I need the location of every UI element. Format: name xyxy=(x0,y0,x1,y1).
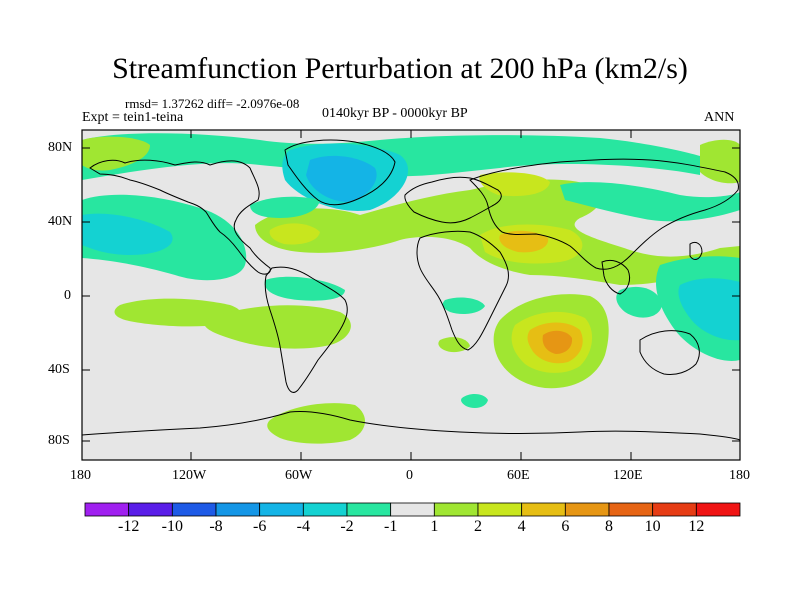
region-atlantic-trough xyxy=(250,196,320,218)
region-arabia-ridge xyxy=(499,230,549,253)
y-tick-40n: 40N xyxy=(48,214,73,229)
colorbar-swatch xyxy=(477,502,523,517)
colorbar-label: 12 xyxy=(688,518,705,535)
colorbar-label: 4 xyxy=(517,518,526,535)
colorbar-label: -8 xyxy=(209,518,223,535)
y-tick-0: 0 xyxy=(64,288,71,303)
greenland-outline xyxy=(284,139,396,206)
colorbar-swatch xyxy=(433,502,479,517)
colorbar-label: -2 xyxy=(340,518,354,535)
colorbar-swatch xyxy=(564,502,610,517)
asia-outline xyxy=(469,158,739,270)
region-greenland-core xyxy=(306,155,377,202)
region-brazil-negative xyxy=(264,276,345,301)
experiment-label: Expt = tein1-teina xyxy=(82,110,184,125)
colorbar-label: -4 xyxy=(296,518,310,535)
colorbar-swatch xyxy=(302,502,348,517)
x-tick-120e: 120E xyxy=(613,468,643,483)
japan-outline xyxy=(689,241,703,260)
colorbar-label: -12 xyxy=(117,518,140,535)
region-alaska-positive xyxy=(82,136,150,171)
coastlines xyxy=(82,139,740,441)
colorbar-swatch xyxy=(259,502,304,517)
colorbar-label: 2 xyxy=(474,518,482,535)
region-south-africa-positive xyxy=(438,337,470,353)
y-tick-40s: 40S xyxy=(48,362,70,377)
region-southern-ocean-negative xyxy=(461,394,488,408)
australia-outline xyxy=(639,330,700,375)
region-maritime-negative xyxy=(616,286,662,318)
period-label: 0140kyr BP - 0000kyr BP xyxy=(322,106,468,121)
colorbar-swatch xyxy=(521,502,566,517)
north-america-outline xyxy=(89,159,271,275)
southeast-asia-outline xyxy=(601,259,631,295)
region-siberia-negative xyxy=(560,182,740,222)
region-wpacific-core xyxy=(678,278,740,341)
region-pacific-north-positive xyxy=(700,139,740,184)
region-europe-ridge xyxy=(479,172,550,197)
colorbar-swatch xyxy=(171,502,217,517)
x-tick-180w: 180 xyxy=(70,468,91,483)
colorbar-swatch xyxy=(346,502,392,517)
x-tick-60e: 60E xyxy=(507,468,530,483)
colorbar-swatch xyxy=(84,502,130,517)
colorbar-label: 1 xyxy=(430,518,439,535)
y-tick-80n: 80N xyxy=(48,140,73,155)
colorbar-label: 10 xyxy=(644,518,661,535)
colorbar-swatch xyxy=(608,502,654,517)
africa-outline xyxy=(416,230,509,351)
south-america-outline xyxy=(264,266,348,393)
x-tick-180e: 180 xyxy=(729,468,750,483)
season-label: ANN xyxy=(704,110,735,125)
stats-label: rmsd= 1.37262 diff= -2.0976e-08 xyxy=(125,96,300,111)
region-atlantic-ridge xyxy=(269,223,320,245)
x-tick-0: 0 xyxy=(406,468,413,483)
x-tick-60w: 60W xyxy=(285,468,313,483)
colorbar-label: 6 xyxy=(561,518,570,535)
colorbar-label: -1 xyxy=(383,518,398,535)
region-weddell-positive xyxy=(267,403,366,444)
antarctica-outline xyxy=(82,411,740,441)
colorbar-swatch xyxy=(128,502,173,517)
region-npacific-core xyxy=(82,213,173,255)
x-tick-120w: 120W xyxy=(172,468,207,483)
region-south-america-positive xyxy=(204,305,351,349)
plot-title: Streamfunction Perturbation at 200 hPa (… xyxy=(112,52,688,85)
colorbar-swatch xyxy=(695,502,741,517)
region-africa-negative xyxy=(442,297,485,314)
europe-outline xyxy=(404,176,502,224)
colorbar-label: -10 xyxy=(161,518,183,535)
colorbar-swatch xyxy=(652,502,697,517)
tick-marks xyxy=(82,130,740,460)
colorbar-swatch xyxy=(215,502,261,517)
colorbar-label: -6 xyxy=(252,518,267,535)
y-tick-80s: 80S xyxy=(48,433,70,448)
colorbar-swatch xyxy=(390,502,435,517)
colorbar xyxy=(84,502,741,517)
region-indian-ocean-peak xyxy=(542,330,573,354)
colorbar-label: 8 xyxy=(605,518,613,535)
